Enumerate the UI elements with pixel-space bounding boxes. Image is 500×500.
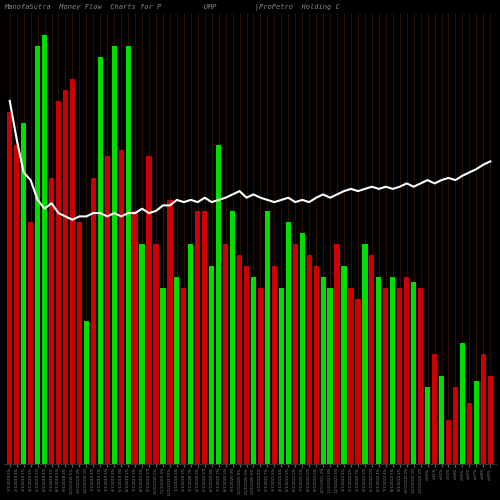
Bar xyxy=(390,277,396,464)
Bar xyxy=(370,255,374,464)
Bar xyxy=(146,156,152,464)
Bar xyxy=(209,266,214,464)
Bar xyxy=(460,343,465,464)
Bar xyxy=(439,376,444,464)
Bar xyxy=(453,387,458,464)
Bar xyxy=(174,277,180,464)
Bar xyxy=(56,101,61,464)
Bar xyxy=(306,255,312,464)
Bar xyxy=(216,145,222,464)
Bar xyxy=(258,288,263,464)
Bar xyxy=(42,35,47,464)
Bar xyxy=(300,233,305,464)
Bar xyxy=(383,288,388,464)
Bar xyxy=(202,211,207,464)
Bar xyxy=(488,376,493,464)
Bar xyxy=(126,46,130,464)
Bar xyxy=(320,277,326,464)
Bar xyxy=(35,46,40,464)
Bar xyxy=(28,222,33,464)
Bar xyxy=(397,288,402,464)
Bar xyxy=(14,145,20,464)
Bar xyxy=(411,282,416,464)
Bar xyxy=(70,79,75,464)
Bar xyxy=(7,112,12,464)
Text: ManofaSutra  Money Flow  Charts for P          UMP         |ProPetro  Holding C: ManofaSutra Money Flow Charts for P UMP … xyxy=(4,4,340,12)
Bar xyxy=(376,277,382,464)
Bar xyxy=(112,46,117,464)
Bar xyxy=(244,266,249,464)
Bar xyxy=(118,150,124,464)
Bar xyxy=(425,387,430,464)
Bar xyxy=(314,266,319,464)
Bar xyxy=(154,244,158,464)
Bar xyxy=(356,299,360,464)
Bar xyxy=(188,244,194,464)
Bar xyxy=(140,244,144,464)
Bar xyxy=(132,211,138,464)
Bar xyxy=(286,222,291,464)
Bar xyxy=(362,244,368,464)
Bar xyxy=(348,288,354,464)
Bar xyxy=(334,244,340,464)
Bar xyxy=(90,178,96,464)
Bar xyxy=(223,244,228,464)
Bar xyxy=(160,288,166,464)
Bar xyxy=(446,420,451,464)
Bar xyxy=(181,288,186,464)
Bar xyxy=(265,211,270,464)
Bar xyxy=(98,57,103,464)
Bar xyxy=(278,288,284,464)
Bar xyxy=(251,277,256,464)
Bar xyxy=(432,354,437,464)
Bar xyxy=(418,288,423,464)
Bar xyxy=(21,123,26,464)
Bar xyxy=(49,178,54,464)
Bar xyxy=(342,266,346,464)
Bar xyxy=(237,255,242,464)
Bar xyxy=(328,288,332,464)
Bar xyxy=(230,211,235,464)
Bar xyxy=(168,200,172,464)
Bar xyxy=(467,404,472,464)
Bar xyxy=(84,321,89,464)
Bar xyxy=(480,354,486,464)
Bar xyxy=(195,211,200,464)
Bar xyxy=(77,222,82,464)
Bar xyxy=(292,244,298,464)
Bar xyxy=(63,90,68,464)
Bar xyxy=(474,382,479,464)
Bar xyxy=(104,156,110,464)
Bar xyxy=(272,266,277,464)
Bar xyxy=(404,277,409,464)
